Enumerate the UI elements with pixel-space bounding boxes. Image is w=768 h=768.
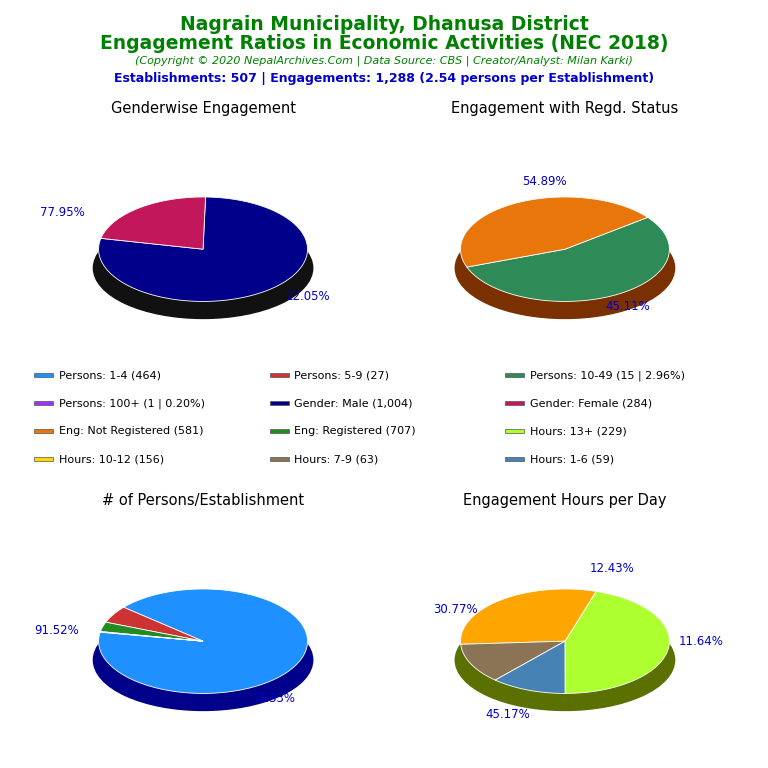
Ellipse shape [94, 610, 313, 710]
Text: Gender: Male (1,004): Gender: Male (1,004) [294, 399, 412, 409]
Polygon shape [98, 197, 307, 301]
Polygon shape [565, 591, 670, 694]
FancyBboxPatch shape [35, 373, 53, 377]
Ellipse shape [94, 217, 313, 319]
FancyBboxPatch shape [270, 429, 289, 433]
Polygon shape [461, 641, 565, 680]
Text: 54.89%: 54.89% [521, 175, 566, 188]
FancyBboxPatch shape [270, 457, 289, 462]
Title: Engagement Hours per Day: Engagement Hours per Day [463, 493, 667, 508]
Text: 45.17%: 45.17% [485, 708, 530, 721]
Text: 91.52%: 91.52% [35, 624, 79, 637]
FancyBboxPatch shape [35, 457, 53, 462]
FancyBboxPatch shape [505, 457, 524, 462]
Text: 45.11%: 45.11% [605, 300, 650, 313]
Polygon shape [461, 197, 647, 267]
Ellipse shape [455, 610, 674, 710]
Text: Persons: 1-4 (464): Persons: 1-4 (464) [58, 370, 161, 380]
FancyBboxPatch shape [505, 429, 524, 433]
Polygon shape [495, 641, 565, 694]
Text: Persons: 5-9 (27): Persons: 5-9 (27) [294, 370, 389, 380]
FancyBboxPatch shape [35, 429, 53, 433]
Title: Engagement with Regd. Status: Engagement with Regd. Status [452, 101, 679, 116]
Text: Hours: 13+ (229): Hours: 13+ (229) [530, 426, 627, 436]
Text: (Copyright © 2020 NepalArchives.Com | Data Source: CBS | Creator/Analyst: Milan : (Copyright © 2020 NepalArchives.Com | Da… [135, 55, 633, 66]
Text: Hours: 1-6 (59): Hours: 1-6 (59) [530, 455, 614, 465]
Title: # of Persons/Establishment: # of Persons/Establishment [102, 493, 304, 508]
Text: Eng: Registered (707): Eng: Registered (707) [294, 426, 415, 436]
FancyBboxPatch shape [270, 401, 289, 406]
FancyBboxPatch shape [505, 401, 524, 406]
Text: Persons: 100+ (1 | 0.20%): Persons: 100+ (1 | 0.20%) [58, 398, 205, 409]
Text: Engagement Ratios in Economic Activities (NEC 2018): Engagement Ratios in Economic Activities… [100, 34, 668, 53]
Text: Persons: 10-49 (15 | 2.96%): Persons: 10-49 (15 | 2.96%) [530, 370, 685, 381]
Text: 30.77%: 30.77% [433, 604, 478, 617]
Text: Eng: Not Registered (581): Eng: Not Registered (581) [58, 426, 204, 436]
Text: 77.95%: 77.95% [40, 206, 84, 219]
Text: Establishments: 507 | Engagements: 1,288 (2.54 persons per Establishment): Establishments: 507 | Engagements: 1,288… [114, 72, 654, 85]
Polygon shape [100, 631, 203, 641]
Title: Genderwise Engagement: Genderwise Engagement [111, 101, 296, 116]
Ellipse shape [455, 217, 674, 319]
Text: 22.05%: 22.05% [285, 290, 329, 303]
Text: 12.43%: 12.43% [590, 561, 634, 574]
Polygon shape [106, 607, 203, 641]
Text: Gender: Female (284): Gender: Female (284) [530, 399, 652, 409]
Polygon shape [101, 622, 203, 641]
Text: Hours: 7-9 (63): Hours: 7-9 (63) [294, 455, 379, 465]
Polygon shape [98, 589, 307, 694]
Text: Nagrain Municipality, Dhanusa District: Nagrain Municipality, Dhanusa District [180, 15, 588, 35]
Polygon shape [101, 197, 206, 249]
Polygon shape [461, 589, 596, 644]
Text: Hours: 10-12 (156): Hours: 10-12 (156) [58, 455, 164, 465]
Text: 5.33%: 5.33% [257, 692, 295, 705]
FancyBboxPatch shape [505, 373, 524, 377]
FancyBboxPatch shape [270, 373, 289, 377]
Text: 11.64%: 11.64% [678, 634, 723, 647]
Polygon shape [467, 217, 670, 301]
FancyBboxPatch shape [35, 401, 53, 406]
